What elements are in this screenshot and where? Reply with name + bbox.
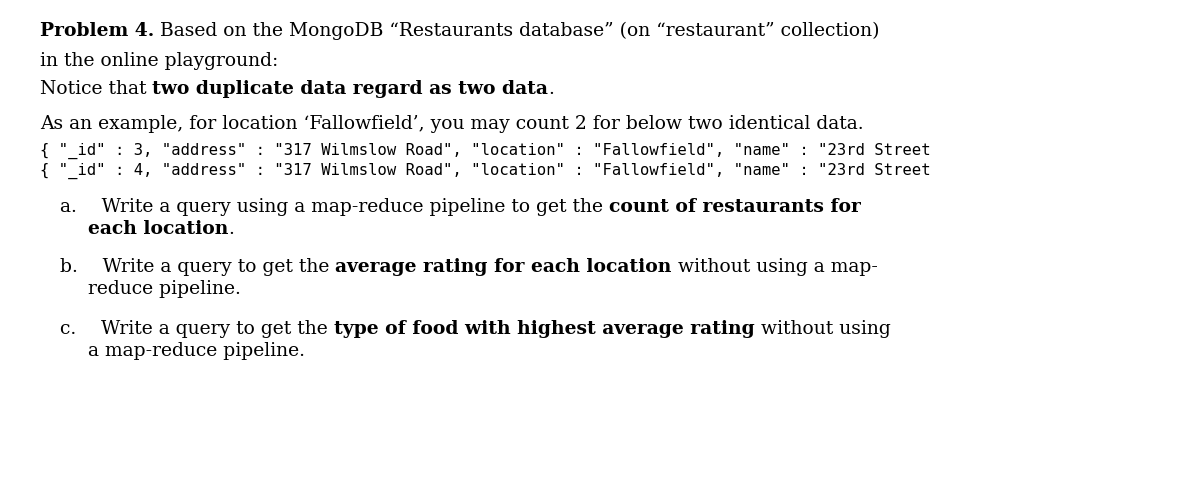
Text: c.  Write a query to get the: c. Write a query to get the (60, 320, 334, 338)
Text: Notice that: Notice that (39, 80, 153, 98)
Text: two duplicate data regard as two data: two duplicate data regard as two data (153, 80, 549, 98)
Text: average rating for each location: average rating for each location (335, 258, 672, 276)
Text: b.  Write a query to get the: b. Write a query to get the (60, 258, 335, 276)
Text: a map-reduce pipeline.: a map-reduce pipeline. (89, 342, 305, 360)
Text: count of restaurants for: count of restaurants for (609, 198, 861, 216)
Text: in the online playground:: in the online playground: (39, 52, 279, 70)
Text: Based on the MongoDB “Restaurants database” (on “restaurant” collection): Based on the MongoDB “Restaurants databa… (154, 22, 880, 40)
Text: each location: each location (89, 220, 228, 238)
Text: type of food with highest average rating: type of food with highest average rating (334, 320, 755, 338)
Text: .: . (549, 80, 554, 98)
Text: As an example, for location ‘Fallowfield’, you may count 2 for below two identic: As an example, for location ‘Fallowfield… (39, 115, 864, 133)
Text: a.  Write a query using a map-reduce pipeline to get the: a. Write a query using a map-reduce pipe… (60, 198, 609, 216)
Text: { "_id" : 3, "address" : "317 Wilmslow Road", "location" : "Fallowfield", "name": { "_id" : 3, "address" : "317 Wilmslow R… (39, 143, 930, 159)
Text: without using: without using (755, 320, 890, 338)
Text: reduce pipeline.: reduce pipeline. (89, 280, 240, 298)
Text: .: . (228, 220, 234, 238)
Text: without using a map-: without using a map- (672, 258, 878, 276)
Text: { "_id" : 4, "address" : "317 Wilmslow Road", "location" : "Fallowfield", "name": { "_id" : 4, "address" : "317 Wilmslow R… (39, 163, 930, 179)
Text: Problem 4.: Problem 4. (39, 22, 154, 40)
